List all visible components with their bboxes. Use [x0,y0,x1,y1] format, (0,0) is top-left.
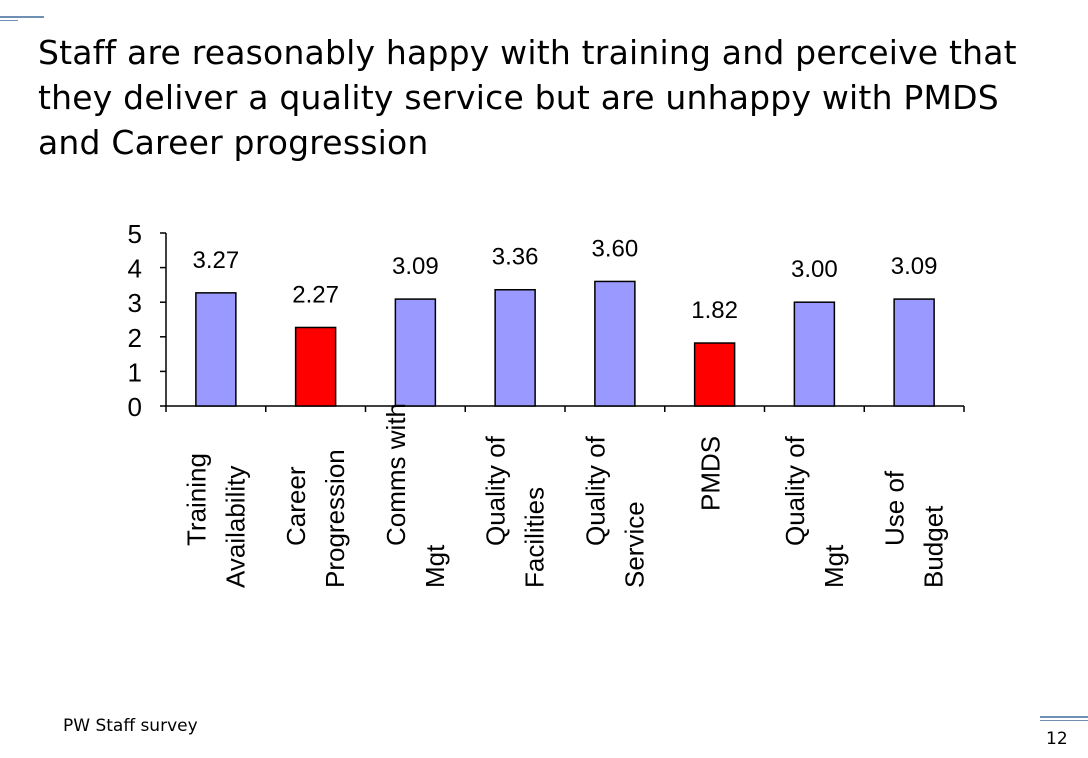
decor-line-top-left [0,16,44,18]
y-axis: 0 1 2 3 4 5 [128,219,167,422]
decor-line-bottom-right [1040,716,1088,718]
category-label: Service [619,501,649,588]
bars [195,280,935,407]
footer-text: PW Staff survey [63,716,198,736]
data-label: 3.60 [592,235,639,262]
data-label: 2.27 [292,281,339,308]
data-labels: 3.27 2.27 3.09 3.36 3.60 1.82 3.00 3.09 [193,235,938,324]
category-label: Budget [919,505,949,588]
category-label: Quality of [780,435,810,546]
data-label: 3.36 [492,244,539,271]
category-label: Facilities [520,487,550,588]
x-axis [165,405,965,412]
bar [294,326,337,407]
data-label: 1.82 [691,297,738,324]
y-tick-label: 3 [128,288,142,318]
decor-line-bottom-right-thin [1040,720,1088,721]
y-tick-label: 4 [128,254,142,284]
category-label: Quality of [481,435,511,546]
y-tick-label: 1 [128,357,142,387]
bar [195,292,237,407]
y-tick-label: 5 [128,219,142,249]
bar [693,342,736,407]
bar [594,280,636,407]
slide-title: Staff are reasonably happy with training… [38,33,1017,162]
data-label: 3.09 [392,253,439,280]
category-label: Comms with [381,403,411,546]
page-number: 12 [1046,729,1068,749]
bar [494,288,536,407]
category-label: Availability [220,466,250,588]
data-label: 3.09 [891,253,938,280]
y-tick-label: 0 [128,392,142,422]
bar [394,298,437,407]
data-label: 3.27 [193,247,240,274]
decor-line-top-left-thin [0,20,18,21]
category-labels: Training Availability Career Progression Com… [181,403,948,588]
category-label: Training [181,453,211,546]
category-label: Quality of [580,435,610,546]
category-label: PMDS [696,436,726,511]
data-label: 3.00 [791,256,838,283]
category-label: Progression [320,449,350,588]
y-tick-label: 2 [128,323,142,353]
category-label: Mgt [420,544,450,588]
category-label: Career [281,466,311,546]
category-label: Mgt [819,544,849,588]
bar [793,301,836,407]
bar [893,298,935,407]
category-label: Use of [880,470,910,546]
